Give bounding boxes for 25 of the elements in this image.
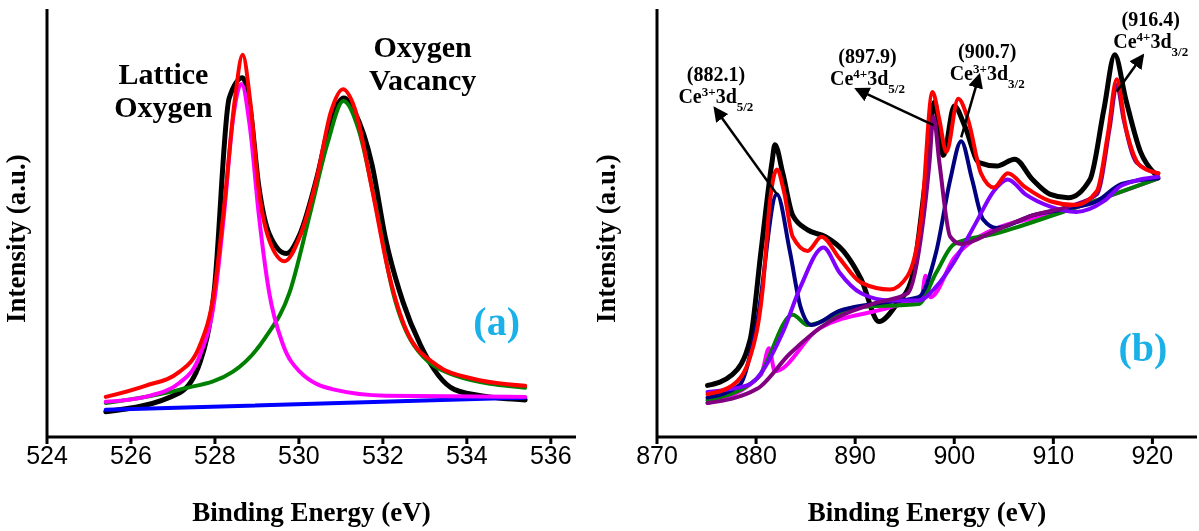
y-axis-title: Intensity (a.u.) xyxy=(0,154,31,323)
x-axis-title: Binding Energy (eV) xyxy=(807,497,1047,527)
x-tick-label: 530 xyxy=(278,440,320,469)
x-tick-label: 528 xyxy=(194,440,236,469)
annotation: (b) xyxy=(1118,325,1168,371)
annotation: Oxygen Vacancy xyxy=(368,29,477,96)
x-tick-label: 910 xyxy=(1032,440,1075,469)
x-tick-label: 890 xyxy=(834,440,877,469)
annotation: (882.1) Ce$^{3+}$3d$_{5/2}$ xyxy=(678,63,754,114)
x-tick-label: 900 xyxy=(933,440,976,469)
x-tick-label: 536 xyxy=(529,440,572,469)
x-tick-label: 526 xyxy=(110,440,152,469)
x-tick-label: 880 xyxy=(735,440,777,469)
annotation: Lattice Oxygen xyxy=(114,57,213,124)
x-tick-label: 870 xyxy=(636,440,678,469)
x-tick-label: 524 xyxy=(26,440,68,469)
y-axis-title: Intensity (a.u.) xyxy=(590,154,621,323)
x-tick-label: 920 xyxy=(1131,440,1174,469)
annotation: (897.9) Ce$^{4+}$3d$_{5/2}$ xyxy=(829,45,905,96)
annotation: (a) xyxy=(473,299,520,345)
x-axis-title: Binding Energy (eV) xyxy=(192,497,431,527)
x-tick-label: 534 xyxy=(445,440,488,469)
annotation: (916.4) Ce$^{4+}$3d$_{3/2}$ xyxy=(1113,7,1189,59)
annotation: (900.7) Ce$^{3+}$3d$_{3/2}$ xyxy=(949,40,1025,91)
x-tick-label: 532 xyxy=(362,440,404,469)
